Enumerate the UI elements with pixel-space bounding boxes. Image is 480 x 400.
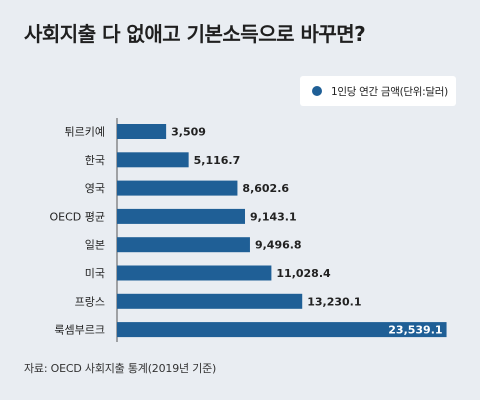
value-label: 3,509 <box>171 126 206 139</box>
bar <box>117 322 447 338</box>
category-label: 룩셈부르크 <box>54 324 105 337</box>
value-label: 9,143.1 <box>250 210 297 223</box>
value-label: 9,496.8 <box>255 239 302 252</box>
category-label: 영국 <box>85 182 105 195</box>
bar <box>117 208 246 224</box>
category-label: OECD 평균 <box>50 210 106 223</box>
bar <box>117 124 167 139</box>
bar <box>117 293 303 309</box>
source-note: 자료: OECD 사회지출 통계(2019년 기준) <box>24 362 217 375</box>
category-label: 한국 <box>85 154 105 167</box>
category-label: 일본 <box>85 238 105 252</box>
category-label: 튀르키예 <box>65 126 105 139</box>
bar <box>117 152 189 168</box>
bar <box>117 180 238 196</box>
legend: 1인당 연간 금액(단위:달러) <box>300 76 456 106</box>
legend-label: 1인당 연간 금액(단위:달러) <box>331 85 448 98</box>
category-label: 미국 <box>85 267 105 280</box>
value-label: 5,116.7 <box>194 154 241 167</box>
category-label: 프랑스 <box>75 295 105 308</box>
value-label: 11,028.4 <box>276 267 331 280</box>
bar <box>117 237 250 253</box>
legend-swatch <box>312 86 322 96</box>
chart-title: 사회지출 다 없애고 기본소득으로 바꾸면? <box>24 22 366 46</box>
value-label: 23,539.1 <box>388 324 442 337</box>
value-label: 8,602.6 <box>242 182 289 195</box>
value-label: 13,230.1 <box>307 295 361 308</box>
bar <box>117 265 272 281</box>
